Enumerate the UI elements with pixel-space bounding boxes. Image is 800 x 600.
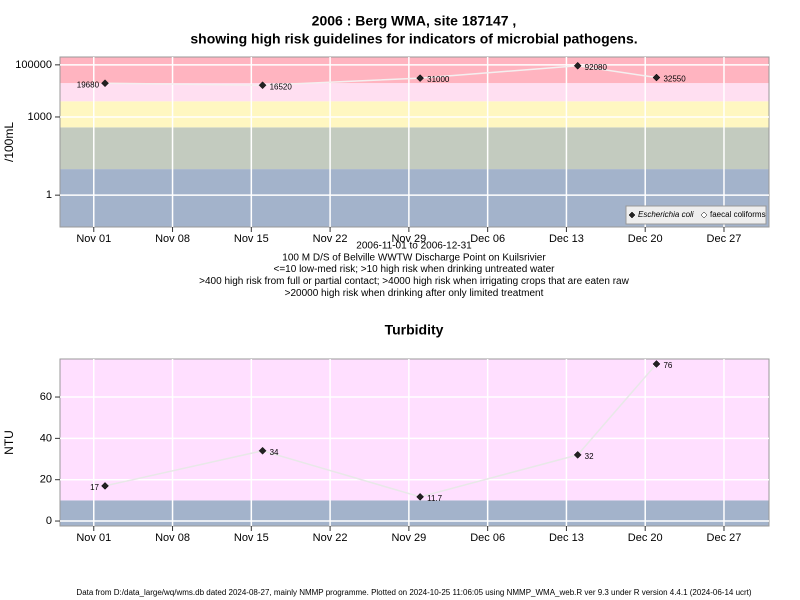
note: >400 high risk from full or partial cont… xyxy=(199,276,629,287)
x-tick-label: Dec 27 xyxy=(707,532,742,544)
y-tick-label: 100000 xyxy=(15,59,52,71)
data-label: 34 xyxy=(270,448,279,457)
y-tick-label: 60 xyxy=(40,391,52,403)
data-point xyxy=(101,482,109,490)
note: 100 M D/S of Belville WWTW Discharge Poi… xyxy=(282,252,546,263)
data-label: 17 xyxy=(90,483,99,492)
data-point xyxy=(416,74,424,82)
data-point xyxy=(573,61,582,70)
y-tick-label: 1000 xyxy=(28,111,52,123)
y-axis-label: /100mL xyxy=(2,122,16,162)
note: 2006-11-01 to 2006-12-31 xyxy=(356,241,472,252)
data-label: 92080 xyxy=(585,63,608,72)
legend-label: faecal coliforms xyxy=(710,210,766,219)
x-tick-label: Dec 20 xyxy=(628,233,663,245)
legend-label: Escherichia coli xyxy=(638,210,694,219)
data-label: 32550 xyxy=(663,75,686,84)
y-axis-label: NTU xyxy=(2,430,16,455)
y-tick-label: 0 xyxy=(46,515,52,527)
data-label: 32 xyxy=(585,452,594,461)
data-label: 76 xyxy=(663,361,672,370)
x-tick-label: Dec 20 xyxy=(628,532,663,544)
risk-band xyxy=(60,101,769,128)
chart-title: Turbidity xyxy=(385,322,444,338)
note: <=10 low-med risk; >10 high risk when dr… xyxy=(274,264,556,275)
data-label: 19680 xyxy=(77,80,100,89)
x-tick-label: Dec 06 xyxy=(470,532,505,544)
x-tick-label: Nov 08 xyxy=(155,532,190,544)
data-point xyxy=(258,446,267,455)
data-point xyxy=(101,79,109,88)
data-label: 11.7 xyxy=(427,494,443,503)
legend-marker xyxy=(628,211,636,219)
data-point xyxy=(416,493,424,501)
x-tick-label: Dec 13 xyxy=(549,233,584,245)
legend-marker xyxy=(700,211,708,219)
data-point xyxy=(652,73,661,82)
plot-frame xyxy=(59,358,770,527)
data-label: 31000 xyxy=(427,75,450,84)
risk-band xyxy=(60,500,769,526)
x-tick-label: Nov 29 xyxy=(391,233,426,245)
x-tick-label: Nov 01 xyxy=(76,532,111,544)
risk-band xyxy=(60,127,769,170)
plot-frame xyxy=(59,56,770,228)
x-tick-label: Nov 08 xyxy=(155,233,190,245)
note: >20000 high risk when drinking after onl… xyxy=(285,288,544,299)
data-point xyxy=(258,81,267,90)
risk-band xyxy=(60,83,769,102)
x-tick-label: Dec 13 xyxy=(549,532,584,544)
risk-band xyxy=(60,359,769,501)
footer: Data from D:/data_large/wq/wms.db dated … xyxy=(76,588,751,597)
chart-title: 2006 : Berg WMA, site 187147 , xyxy=(312,13,517,29)
x-tick-label: Nov 15 xyxy=(234,532,269,544)
x-tick-label: Dec 06 xyxy=(470,233,505,245)
data-point xyxy=(573,451,582,459)
x-tick-label: Nov 29 xyxy=(391,532,426,544)
x-tick-label: Nov 15 xyxy=(234,233,269,245)
legend-box xyxy=(625,205,767,225)
x-tick-label: Dec 27 xyxy=(707,233,742,245)
y-tick-label: 20 xyxy=(40,474,52,486)
y-tick-label: 40 xyxy=(40,432,52,444)
y-tick-label: 1 xyxy=(46,189,52,201)
x-tick-label: Nov 22 xyxy=(313,233,348,245)
x-tick-label: Nov 22 xyxy=(313,532,348,544)
data-point xyxy=(652,360,661,368)
x-tick-label: Nov 01 xyxy=(76,233,111,245)
data-label: 16520 xyxy=(270,82,293,91)
chart-subtitle: showing high risk guidelines for indicat… xyxy=(190,31,637,47)
